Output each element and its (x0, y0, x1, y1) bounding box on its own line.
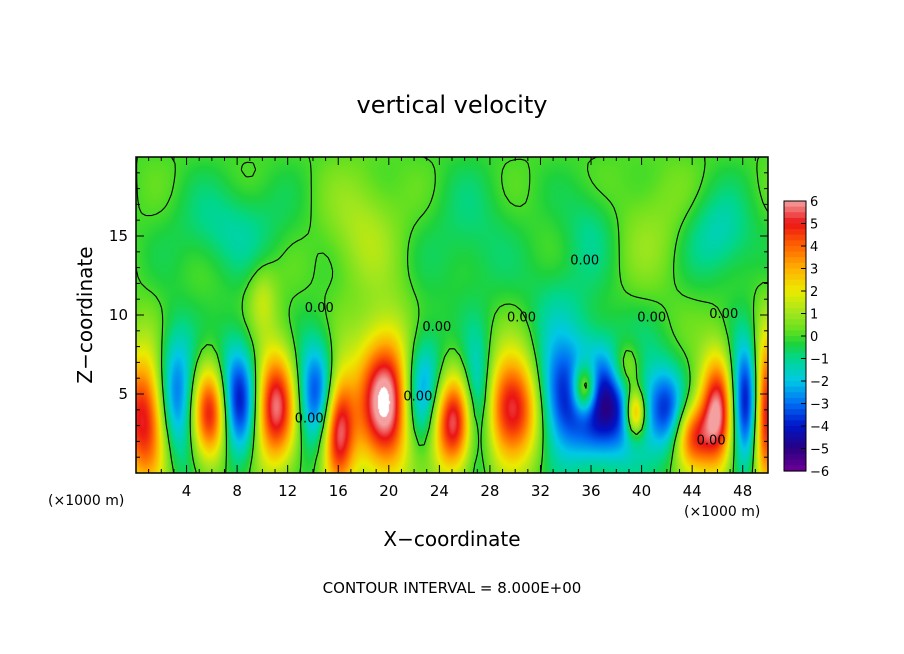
colorbar-swatch (784, 206, 806, 213)
colorbar-swatch (784, 426, 806, 433)
colorbar-swatch (784, 285, 806, 292)
colorbar-swatch (784, 341, 806, 348)
colorbar-swatch (784, 330, 806, 337)
colorbar-swatch (784, 414, 806, 421)
contour-labels: 0.00 0.00 0.00 0.00 0.00 0.00 0.00 0.00 0.00 (295, 253, 739, 448)
y-tick-label: 5 (118, 385, 128, 403)
colorbar-swatch (784, 336, 806, 343)
x-tick-label: 16 (329, 482, 348, 500)
y-axis-label: Z−coordinate (73, 246, 97, 383)
contour-label: 0.00 (295, 411, 324, 426)
colorbar-tick-label: 3 (810, 263, 818, 278)
colorbar-swatch (784, 307, 806, 315)
colorbar-swatch (784, 437, 806, 444)
colorbar-swatch (784, 296, 806, 303)
x-tick-label: 36 (581, 482, 600, 500)
colorbar-swatch (784, 459, 806, 466)
colorbar-swatch (784, 302, 806, 309)
colorbar-swatch (784, 234, 806, 241)
velocity-field (136, 157, 768, 473)
colorbar-tick-label: −3 (810, 398, 829, 413)
colorbar-swatch (784, 313, 806, 320)
x-tick-label: 40 (632, 482, 651, 500)
chart-title: vertical velocity (357, 91, 548, 119)
colorbar-swatch (784, 403, 806, 410)
colorbar-swatch (784, 442, 806, 450)
contour-lines (135, 156, 769, 474)
contour-label: 0.00 (403, 389, 432, 404)
y-tick-label: 15 (109, 227, 128, 245)
contour-label: 0.00 (422, 320, 451, 335)
colorbar-swatch (784, 386, 806, 393)
colorbar-swatch (784, 409, 806, 416)
colorbar-swatch (784, 375, 806, 382)
x-unit-left: (×1000 m) (48, 493, 124, 509)
colorbar-swatch (784, 431, 806, 438)
x-tick-label: 24 (430, 482, 449, 500)
colorbar-tick-label: −1 (810, 353, 829, 368)
colorbar-swatch (784, 246, 806, 253)
colorbar-swatch (784, 262, 806, 270)
contour-label: 0.00 (305, 301, 334, 316)
contour-label: 0.00 (570, 253, 599, 268)
colorbar-tick-label: −4 (810, 420, 829, 435)
colorbar-swatch (784, 291, 806, 298)
colorbar-swatch (784, 257, 806, 264)
colorbar-swatch (784, 381, 806, 388)
colorbar-tick-label: −5 (810, 443, 829, 458)
colorbar-tick-label: 0 (810, 330, 818, 345)
contour-label: 0.00 (697, 434, 726, 449)
contour-label: 0.00 (709, 307, 738, 322)
colorbar-swatch (784, 397, 806, 405)
colorbar-swatch (784, 454, 806, 461)
contour-interval-footer: CONTOUR INTERVAL = 8.000E+00 (323, 579, 582, 597)
colorbar-tick-label: −2 (810, 375, 829, 390)
colorbar-swatch (784, 223, 806, 230)
contour-label: 0.00 (637, 310, 666, 325)
colorbar-swatch (784, 347, 806, 354)
colorbar-swatch (784, 352, 806, 360)
x-tick-label: 28 (480, 482, 499, 500)
x-tick-label: 8 (232, 482, 242, 500)
colorbar-swatch (784, 319, 806, 326)
colorbar-tick-label: 1 (810, 308, 818, 323)
colorbar-swatch (784, 279, 806, 286)
colorbar-swatch (784, 274, 806, 281)
x-unit-right: (×1000 m) (684, 504, 760, 520)
x-tick-label: 4 (182, 482, 192, 500)
colorbar-swatch (784, 217, 806, 225)
x-tick-label: 32 (531, 482, 550, 500)
colorbar-swatch (784, 251, 806, 258)
colorbar-swatch (784, 392, 806, 399)
x-tick-label: 44 (683, 482, 702, 500)
colorbar-tick-label: 5 (810, 218, 818, 233)
x-tick-label: 12 (278, 482, 297, 500)
contour-line (135, 156, 769, 474)
colorbar-swatch (784, 240, 806, 247)
x-tick-label: 20 (379, 482, 398, 500)
colorbar-swatch (784, 268, 806, 275)
colorbar-swatch (784, 201, 806, 208)
colorbar-tick-label: −6 (810, 465, 829, 480)
y-axis-ticks: 5 10 15 (109, 172, 768, 458)
colorbar-swatch (784, 324, 806, 331)
colorbar-swatch (784, 420, 806, 427)
colorbar: 6 5 4 3 2 1 0 −1 −2 −3 −4 −5 −6 (783, 195, 829, 480)
y-tick-label: 10 (109, 306, 128, 324)
colorbar-swatch (784, 364, 806, 371)
colorbar-tick-label: 6 (810, 195, 818, 210)
x-tick-label: 48 (733, 482, 752, 500)
x-axis-ticks: 4 8 12 16 20 24 28 32 36 40 44 48 (148, 157, 756, 500)
colorbar-swatch (784, 229, 806, 236)
colorbar-swatch (784, 369, 806, 376)
contour-label: 0.00 (507, 310, 536, 325)
x-axis-label: X−coordinate (383, 527, 520, 551)
colorbar-swatch (784, 448, 806, 455)
colorbar-swatch (784, 358, 806, 365)
colorbar-swatch (784, 212, 806, 219)
colorbar-swatch (784, 465, 806, 472)
colorbar-tick-label: 4 (810, 240, 818, 255)
colorbar-tick-label: 2 (810, 285, 818, 300)
